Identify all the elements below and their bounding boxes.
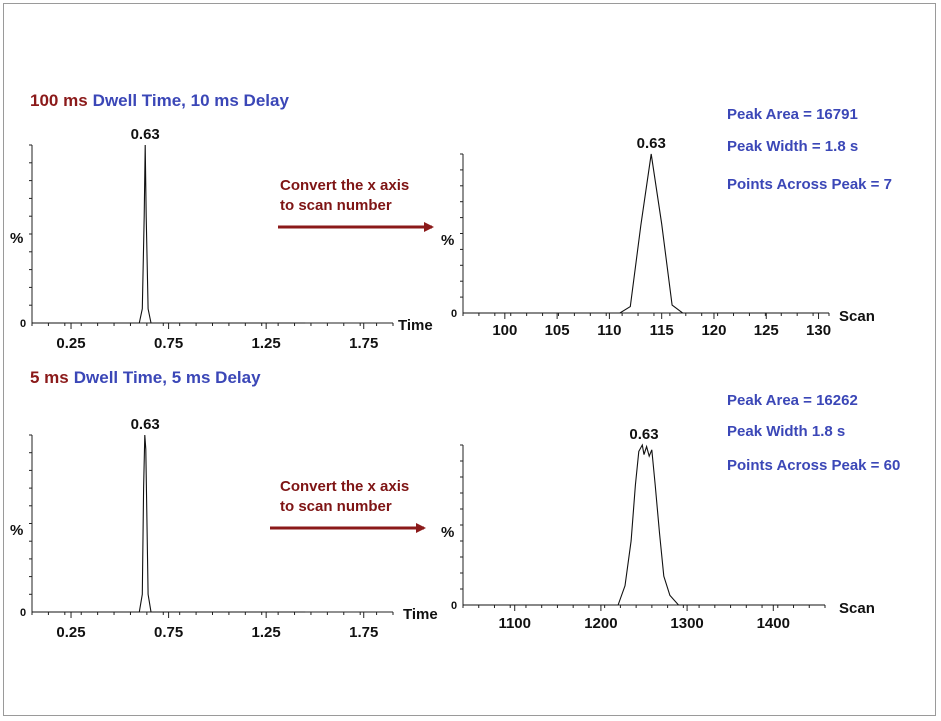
chart-4-peak-label: 0.63	[629, 426, 658, 443]
chart-2-y-zero-label: 0	[451, 308, 457, 320]
chart-2-tick-label: 120	[701, 322, 726, 339]
chart-1-x-label: Time	[398, 317, 433, 334]
chart-4-y-label: %	[441, 524, 454, 541]
panel-1-title-red: 100 ms	[30, 91, 88, 110]
chart-4-tick-label: 1400	[757, 615, 790, 632]
chart-3-tick-label: 0.75	[154, 624, 183, 641]
chart-2-tick-label: 105	[545, 322, 570, 339]
panel-1-convert-line-1: Convert the x axis	[280, 177, 409, 194]
chart-2-tick-label: 100	[492, 322, 517, 339]
chart-2-y-label: %	[441, 232, 454, 249]
chart-4-tick-label: 1100	[498, 615, 531, 632]
chart-1-y-zero-label: 0	[20, 318, 26, 330]
chart-1-y-label: %	[10, 230, 23, 247]
chart-3-tick-label: 1.25	[252, 624, 281, 641]
panel-2-convert-line-1: Convert the x axis	[280, 478, 409, 495]
chart-2-peak-label: 0.63	[637, 135, 666, 152]
panel-2-stat-peak-width: Peak Width 1.8 s	[727, 423, 845, 440]
panel-2-title-blue: Dwell Time, 5 ms Delay	[74, 368, 261, 387]
chart-3-peak-label: 0.63	[131, 416, 160, 433]
panel-1-stat-peak-width: Peak Width = 1.8 s	[727, 138, 858, 155]
panel-2-stat-points-across: Points Across Peak = 60	[727, 457, 900, 474]
panel-1-stat-points-across: Points Across Peak = 7	[727, 176, 892, 193]
panel-2-stat-peak-area: Peak Area = 16262	[727, 392, 858, 409]
chart-3-x-label: Time	[403, 606, 438, 623]
chart-3-y-zero-label: 0	[20, 607, 26, 619]
chart-2-tick-label: 115	[650, 322, 674, 339]
panel-2-title-red: 5 ms	[30, 368, 69, 387]
chart-2-tick-label: 130	[806, 322, 831, 339]
panel-1-title-blue: Dwell Time, 10 ms Delay	[93, 91, 290, 110]
chart-4-y-zero-label: 0	[451, 600, 457, 612]
panel-1-convert-line-2: to scan number	[280, 197, 392, 214]
chart-1-tick-label: 1.25	[252, 335, 281, 352]
panel-1-stat-peak-area: Peak Area = 16791	[727, 106, 858, 123]
chart-1-tick-label: 1.75	[349, 335, 378, 352]
chart-4-x-label: Scan	[839, 600, 875, 617]
chart-4-series-line	[463, 443, 825, 606]
panel-2-title: 5 ms Dwell Time, 5 ms Delay	[30, 368, 261, 387]
chart-2-x-label: Scan	[839, 308, 875, 325]
chart-3-tick-label: 1.75	[349, 624, 378, 641]
chart-4-tick-label: 1200	[584, 615, 617, 632]
chart-1-series-line	[32, 144, 306, 324]
panel-1-title: 100 ms Dwell Time, 10 ms Delay	[30, 91, 289, 110]
chart-3-y-label: %	[10, 522, 23, 539]
panel-2-convert-line-2: to scan number	[280, 498, 392, 515]
chart-2-series-line	[463, 153, 829, 314]
chart-3-series-line	[32, 434, 306, 613]
chart-1-tick-label: 0.25	[56, 335, 85, 352]
chart-4-tick-label: 1300	[670, 615, 703, 632]
charts-layer: 0.25 0.75 1.25 1.75 Time% 0 0.63 100 105 110 115 12…	[10, 126, 875, 641]
chart-2-tick-label: 110	[597, 322, 621, 339]
chart-3-tick-label: 0.25	[56, 624, 85, 641]
chart-1-tick-label: 0.75	[154, 335, 183, 352]
chart-1-peak-label: 0.63	[131, 126, 160, 143]
figure-frame	[3, 3, 936, 716]
chart-2-tick-label: 125	[754, 322, 779, 339]
